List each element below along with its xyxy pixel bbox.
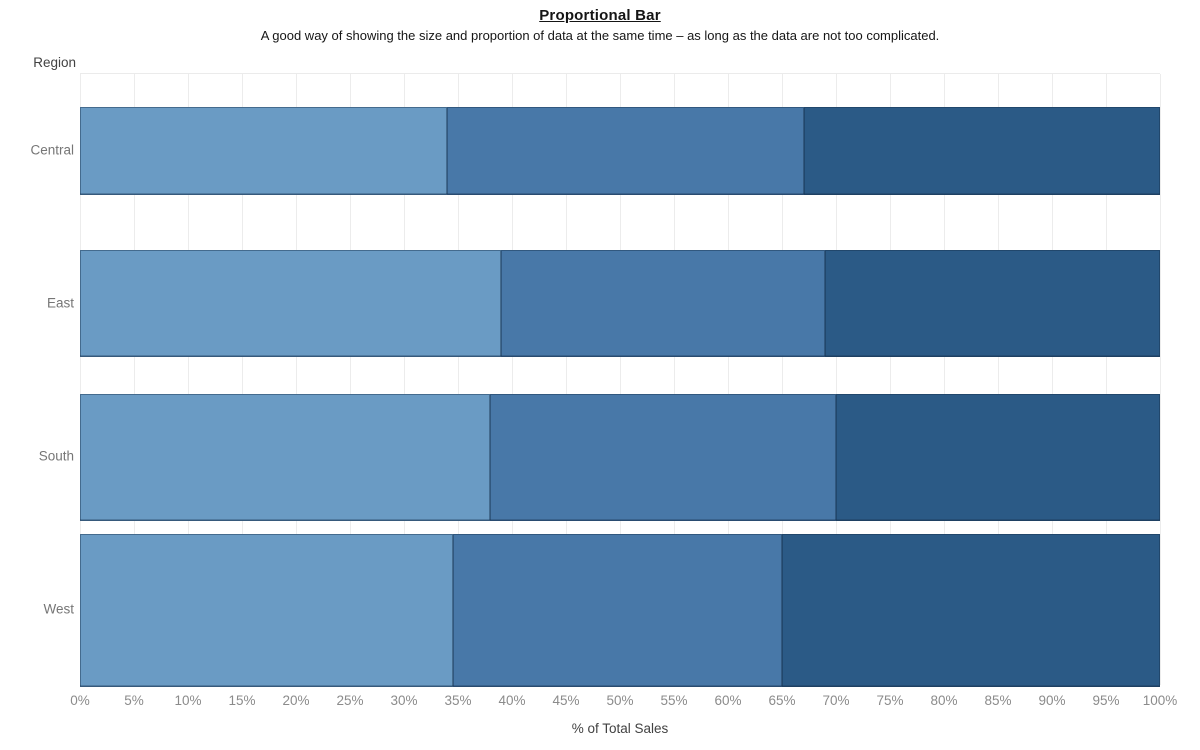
x-tick-label: 90%	[1038, 693, 1066, 708]
x-axis: 0% 5% 10% 15% 20% 25% 30% 35% 40% 45% 50% 55% 60% 65%…	[0, 693, 1200, 711]
x-tick-label: 20%	[282, 693, 310, 708]
x-tick-label: 0%	[70, 693, 90, 708]
bar-row-west	[80, 533, 1160, 687]
gridline	[782, 74, 783, 685]
category-label-east: East	[46, 295, 74, 311]
gridline	[404, 74, 405, 685]
x-tick-label: 75%	[876, 693, 904, 708]
gridline	[890, 74, 891, 685]
category-label-south: South	[38, 448, 74, 464]
x-tick-label: 70%	[822, 693, 850, 708]
gridline	[242, 74, 243, 685]
gridline	[944, 74, 945, 685]
gridline	[620, 74, 621, 685]
gridline	[512, 74, 513, 685]
gridline	[566, 74, 567, 685]
x-tick-label: 45%	[552, 693, 580, 708]
plot-area	[80, 73, 1161, 687]
bar-west	[80, 533, 1160, 687]
gridline	[1052, 74, 1053, 685]
x-tick-label: 10%	[174, 693, 202, 708]
chart-title: Proportional Bar	[539, 7, 661, 24]
bar-segment-south-segment-3[interactable]	[835, 393, 1160, 521]
category-label-central: Central	[30, 142, 74, 158]
x-tick-label: 30%	[390, 693, 418, 708]
gridline	[674, 74, 675, 685]
bar-segment-south-segment-1[interactable]	[80, 393, 491, 521]
gridline	[728, 74, 729, 685]
bar-row-south	[80, 381, 1160, 534]
row-header-region: Region	[33, 55, 76, 70]
gridline	[350, 74, 351, 685]
gridline	[134, 74, 135, 685]
x-tick-label: 25%	[336, 693, 364, 708]
bar-segment-west-segment-1[interactable]	[80, 533, 453, 687]
bar-segment-east-segment-1[interactable]	[80, 250, 502, 358]
bar-segment-east-segment-3[interactable]	[825, 250, 1160, 358]
bar-central	[80, 106, 1160, 195]
x-tick-label: 40%	[498, 693, 526, 708]
bar-row-central	[80, 74, 1160, 227]
category-labels-column: Central East South West	[0, 0, 74, 750]
gridline	[998, 74, 999, 685]
x-tick-label: 50%	[606, 693, 634, 708]
gridline	[80, 74, 81, 685]
x-tick-label: 100%	[1142, 693, 1178, 708]
x-tick-label: 35%	[444, 693, 472, 708]
bar-segment-west-segment-2[interactable]	[452, 533, 782, 687]
gridline	[1160, 74, 1161, 685]
x-tick-label: 95%	[1092, 693, 1120, 708]
bar-east	[80, 250, 1160, 358]
bar-south	[80, 393, 1160, 521]
gridline	[1106, 74, 1107, 685]
x-tick-label: 5%	[124, 693, 144, 708]
bar-segment-south-segment-2[interactable]	[490, 393, 836, 521]
x-tick-label: 55%	[660, 693, 688, 708]
bar-row-east	[80, 227, 1160, 380]
gridline	[836, 74, 837, 685]
bar-segment-east-segment-2[interactable]	[501, 250, 826, 358]
x-tick-label: 85%	[984, 693, 1012, 708]
bar-segment-west-segment-3[interactable]	[781, 533, 1160, 687]
x-tick-label: 80%	[930, 693, 958, 708]
x-axis-title: % of Total Sales	[571, 721, 669, 736]
x-tick-label: 60%	[714, 693, 742, 708]
bar-segment-central-segment-1[interactable]	[80, 106, 448, 195]
chart-subtitle: A good way of showing the size and propo…	[260, 28, 940, 43]
bar-segment-central-segment-2[interactable]	[447, 106, 804, 195]
x-tick-label: 15%	[228, 693, 256, 708]
gridline	[296, 74, 297, 685]
gridline	[188, 74, 189, 685]
bar-segment-central-segment-3[interactable]	[803, 106, 1160, 195]
x-tick-label: 65%	[768, 693, 796, 708]
gridline	[458, 74, 459, 685]
category-label-west: West	[43, 601, 74, 617]
